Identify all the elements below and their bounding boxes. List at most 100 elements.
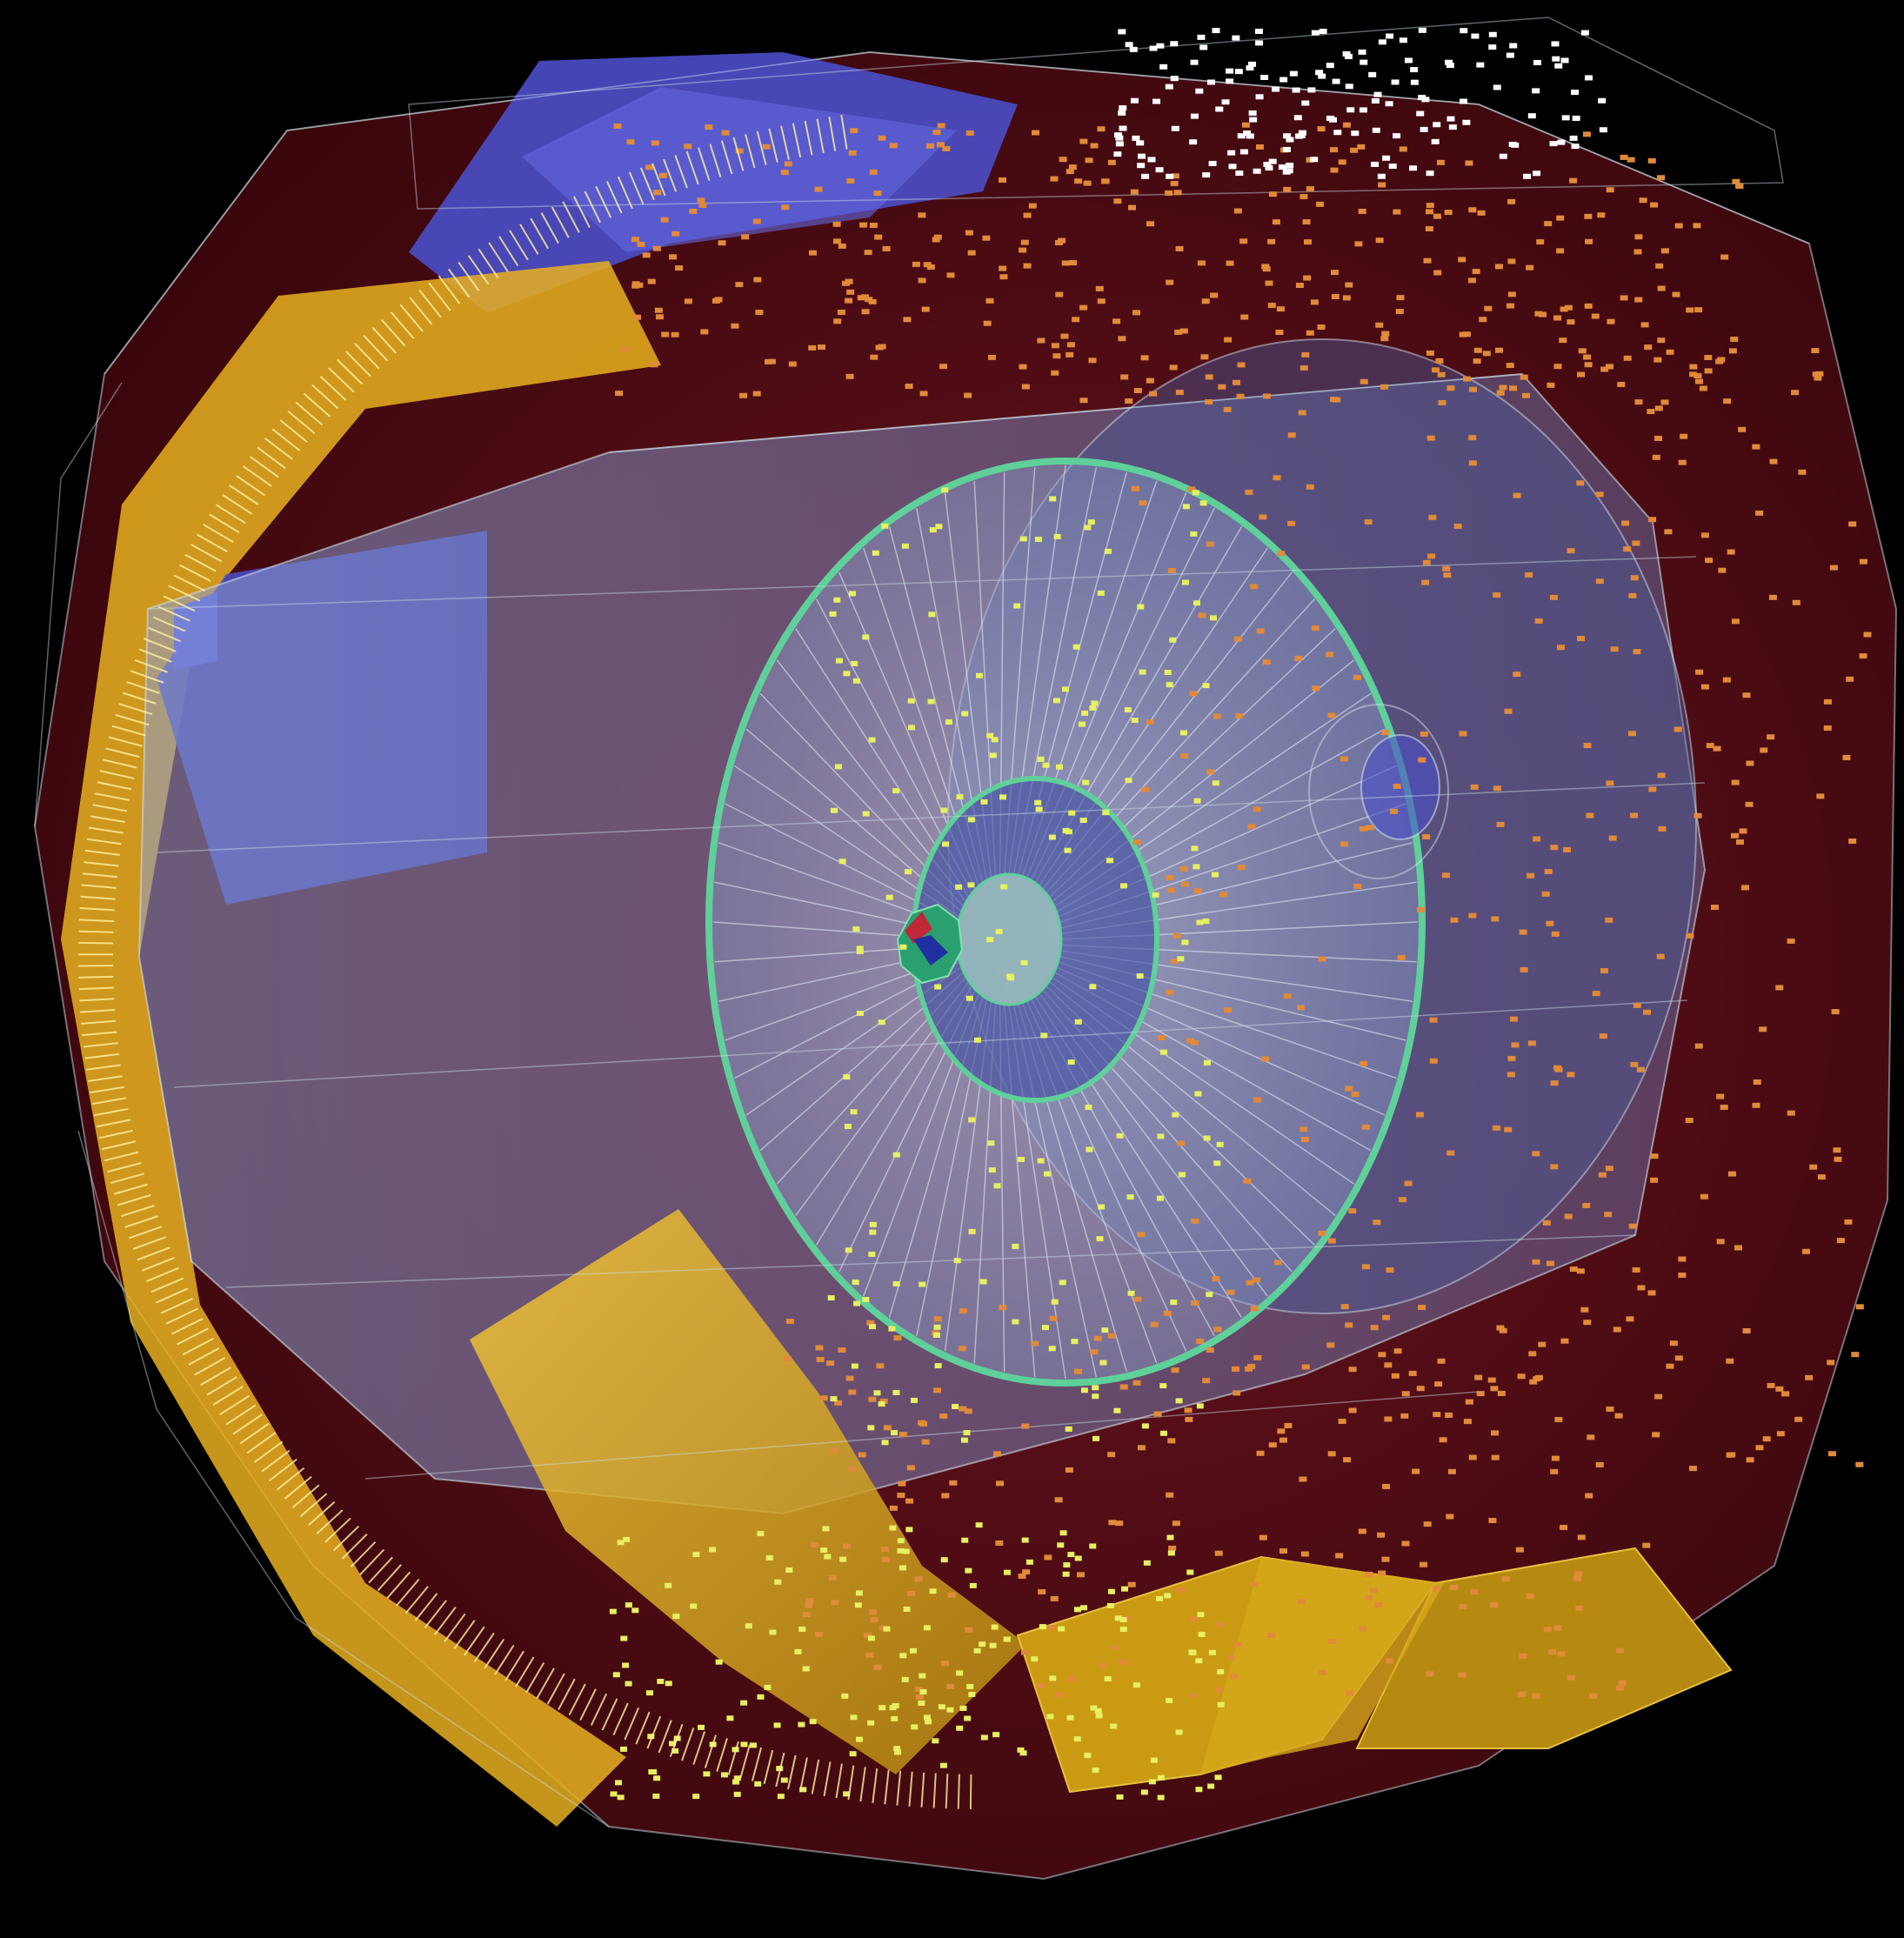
hit-marker [1081, 710, 1089, 716]
hit-marker [1137, 1232, 1146, 1238]
hit-marker [1660, 248, 1669, 254]
strip-line [525, 1661, 545, 1694]
hit-marker [1538, 1341, 1547, 1347]
hit-marker [1551, 1455, 1560, 1461]
hit-marker [1605, 917, 1613, 923]
hit-marker [858, 1452, 866, 1458]
hit-marker [1012, 1243, 1019, 1249]
hit-marker [1227, 150, 1236, 156]
hit-marker [615, 1780, 623, 1786]
hit-marker [833, 318, 842, 324]
hit-marker [1186, 1038, 1194, 1044]
hit-marker [1792, 599, 1800, 605]
hit-marker [885, 894, 893, 900]
hit-marker [1446, 1514, 1454, 1520]
hit-marker [999, 265, 1007, 271]
hit-marker [1717, 357, 1726, 363]
hit-marker [1669, 1340, 1678, 1347]
hit-marker [1422, 834, 1431, 840]
hit-marker [1215, 106, 1224, 112]
hit-marker [1640, 322, 1649, 328]
hit-marker [826, 1360, 835, 1367]
hit-marker [905, 384, 913, 390]
hit-marker [1114, 1615, 1122, 1621]
hit-marker [843, 1791, 851, 1797]
strip-line [409, 297, 433, 325]
hit-marker [935, 524, 943, 530]
strip-line [884, 1769, 890, 1805]
hit-marker [1586, 812, 1594, 819]
strip-line [268, 1458, 297, 1482]
hit-marker [1338, 1419, 1346, 1425]
hit-marker [956, 1670, 964, 1676]
hit-marker [1226, 78, 1234, 84]
hit-marker [915, 1687, 924, 1693]
hit-marker [985, 297, 994, 304]
strip-line [246, 1432, 277, 1454]
hit-marker [798, 1626, 806, 1632]
hit-marker [1126, 1194, 1134, 1200]
hit-marker [1217, 1668, 1225, 1674]
hit-marker [1437, 371, 1446, 378]
strip-line [316, 1509, 344, 1534]
hit-marker [1735, 839, 1744, 845]
hit-marker [1371, 98, 1380, 104]
hit-marker [654, 307, 663, 313]
hit-marker [1067, 1675, 1076, 1681]
hit-marker [1167, 1438, 1176, 1444]
hit-marker [1817, 1174, 1826, 1180]
hit-marker [937, 123, 945, 129]
strip-line [669, 1723, 684, 1758]
hit-marker [1595, 1461, 1604, 1467]
strip-line [90, 1086, 124, 1094]
hit-marker [1118, 29, 1126, 35]
hit-marker [1863, 632, 1872, 638]
strip-line [418, 289, 442, 318]
hit-marker [1146, 719, 1154, 725]
hit-marker [1153, 1411, 1162, 1417]
hit-marker [1823, 698, 1832, 705]
hit-marker [1674, 726, 1682, 732]
hit-marker [1859, 653, 1867, 659]
strip-line [113, 1183, 148, 1195]
hit-marker [1345, 1322, 1353, 1328]
strip-line [798, 1757, 808, 1792]
hit-marker [1567, 319, 1575, 325]
hit-marker [1017, 1156, 1025, 1162]
hit-marker [848, 1389, 857, 1395]
strip-line [932, 1773, 937, 1808]
hit-marker [1730, 337, 1739, 343]
hit-marker [1499, 153, 1507, 159]
strip-line [165, 1307, 198, 1325]
hit-marker [1068, 810, 1076, 816]
hit-marker [1090, 1349, 1099, 1355]
hit-marker [1300, 1551, 1309, 1557]
hit-marker [1099, 1360, 1107, 1366]
hit-marker [1458, 1672, 1466, 1678]
hit-marker [1401, 1540, 1410, 1547]
hit-marker [1265, 165, 1273, 171]
hit-marker [1628, 1223, 1637, 1229]
hit-marker [1246, 1280, 1254, 1286]
hit-marker [1393, 1348, 1402, 1354]
hit-marker [842, 280, 851, 286]
hit-marker [1019, 364, 1027, 370]
hit-marker [1623, 355, 1632, 361]
hit-marker [1396, 295, 1405, 301]
hit-marker [703, 1771, 711, 1777]
hit-marker [1397, 954, 1406, 960]
hit-marker [866, 1320, 875, 1326]
hit-marker [1781, 1391, 1790, 1397]
hit-marker [1116, 1794, 1124, 1800]
hit-marker [1372, 127, 1380, 133]
hit-marker [816, 1356, 825, 1362]
hit-marker [1299, 1126, 1308, 1133]
hit-marker [1348, 1407, 1357, 1413]
hit-marker [1339, 756, 1348, 762]
hit-marker [1393, 133, 1401, 139]
hit-marker [1299, 194, 1308, 200]
hit-marker [1462, 331, 1471, 337]
hit-marker [1306, 186, 1314, 192]
hit-marker [765, 358, 773, 364]
hit-marker [808, 344, 817, 351]
